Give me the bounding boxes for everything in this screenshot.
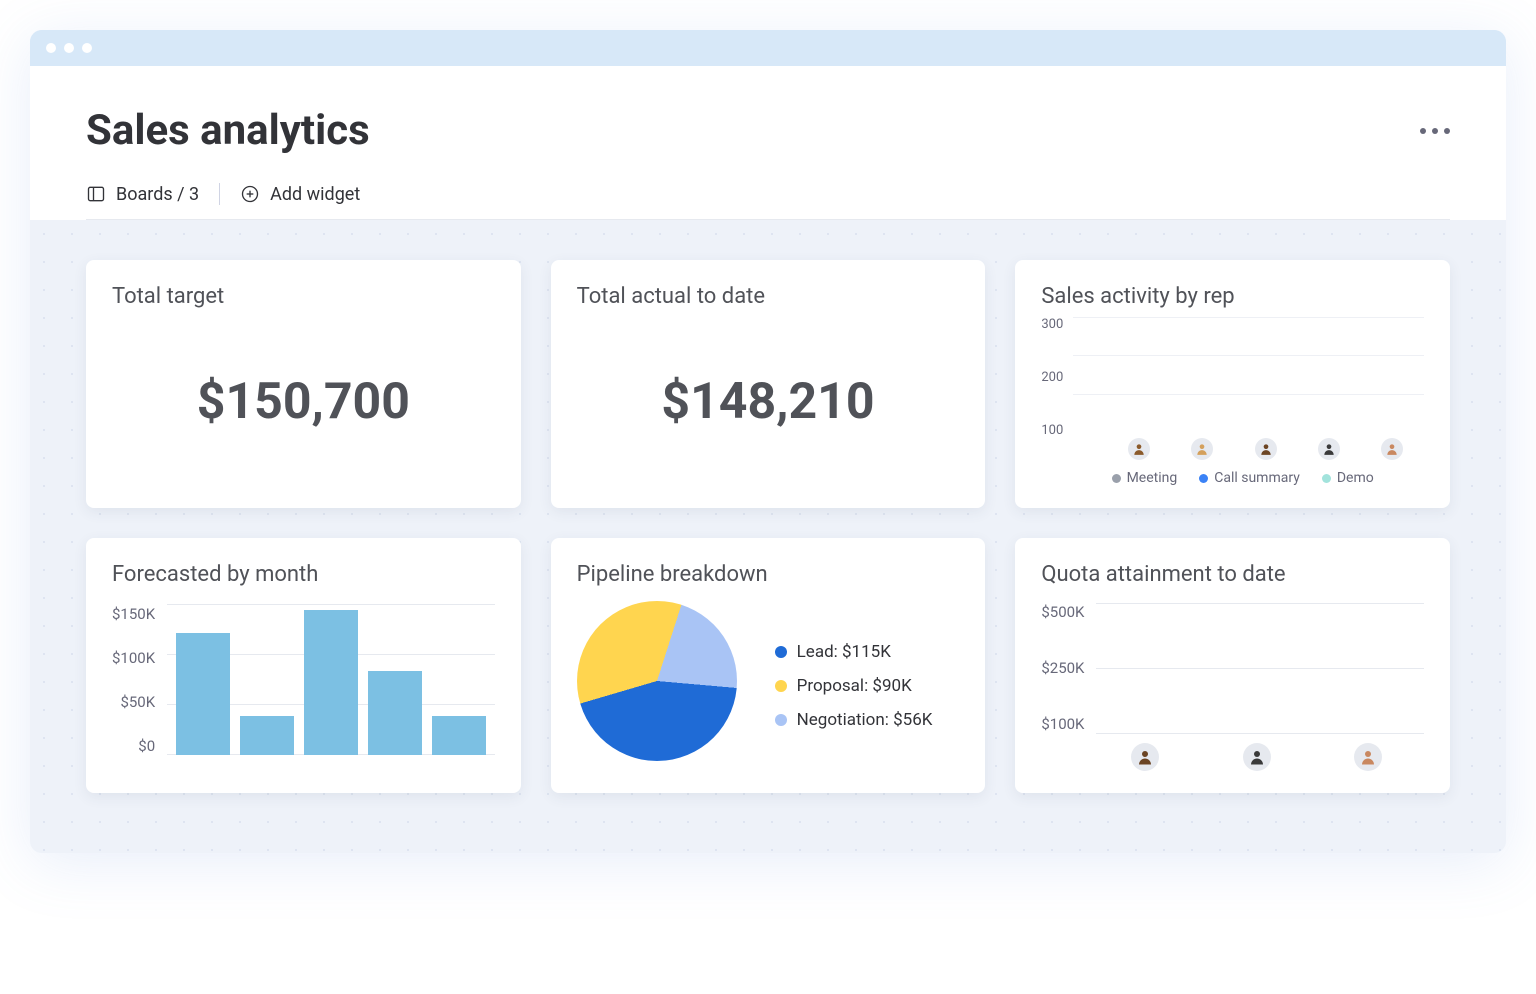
content-area: Sales analytics Boards / 3 Add widget xyxy=(30,66,1506,853)
total-actual-card[interactable]: Total actual to date $148,210 xyxy=(551,260,986,508)
bar-chart xyxy=(167,605,495,755)
stacked-bar-chart xyxy=(1073,317,1424,432)
sales-activity-card[interactable]: Sales activity by rep 300 200 100 xyxy=(1015,260,1450,508)
toolbar: Boards / 3 Add widget xyxy=(86,183,1450,220)
dashboard-canvas: Total target $150,700 Total actual to da… xyxy=(30,220,1506,853)
pipeline-card[interactable]: Pipeline breakdown Lead: $115K Proposal: … xyxy=(551,538,986,793)
pie-legend-item: Lead: $115K xyxy=(775,642,933,662)
pie-chart xyxy=(577,601,737,761)
traffic-light-dot xyxy=(82,43,92,53)
rep-avatar xyxy=(1243,743,1271,771)
y-tick: $0 xyxy=(112,737,155,755)
y-tick: $500K xyxy=(1041,603,1084,621)
widget-grid: Total target $150,700 Total actual to da… xyxy=(86,260,1450,793)
legend-item: Call summary xyxy=(1199,470,1300,486)
quota-card[interactable]: Quota attainment to date $500K $250K $10… xyxy=(1015,538,1450,793)
more-menu-button[interactable] xyxy=(1420,128,1450,134)
y-tick: $50K xyxy=(112,693,155,711)
rep-avatar xyxy=(1255,438,1277,460)
rep-avatar-row xyxy=(1041,743,1424,771)
plus-circle-icon xyxy=(240,184,260,204)
y-axis: 300 200 100 xyxy=(1041,317,1063,460)
page-header: Sales analytics Boards / 3 Add widget xyxy=(30,66,1506,220)
card-title: Sales activity by rep xyxy=(1041,284,1424,309)
y-tick: 200 xyxy=(1041,370,1063,385)
rep-avatar xyxy=(1381,438,1403,460)
forecast-bar xyxy=(240,716,294,755)
y-axis: $500K $250K $100K xyxy=(1041,603,1084,733)
boards-button[interactable]: Boards / 3 xyxy=(86,184,199,205)
chart-legend: Meeting Call summary Demo xyxy=(1041,470,1424,486)
card-title: Pipeline breakdown xyxy=(577,562,960,587)
pie-legend-item: Negotiation: $56K xyxy=(775,710,933,730)
forecast-bar xyxy=(432,716,486,755)
y-tick: $100K xyxy=(112,649,155,667)
forecast-bar xyxy=(368,671,422,755)
legend-item: Meeting xyxy=(1112,470,1178,486)
rep-avatar-row xyxy=(1073,438,1424,460)
forecast-bar xyxy=(304,610,358,755)
browser-window: Sales analytics Boards / 3 Add widget xyxy=(30,30,1506,853)
add-widget-label: Add widget xyxy=(270,184,360,205)
rep-avatar xyxy=(1128,438,1150,460)
rep-avatar xyxy=(1131,743,1159,771)
forecast-card[interactable]: Forecasted by month $150K $100K $50K $0 xyxy=(86,538,521,793)
y-tick: $150K xyxy=(112,605,155,623)
card-title: Quota attainment to date xyxy=(1041,562,1424,587)
forecast-bar xyxy=(176,633,230,755)
y-tick: $100K xyxy=(1041,715,1084,733)
rep-avatar xyxy=(1191,438,1213,460)
toolbar-separator xyxy=(219,183,220,205)
title-bar xyxy=(30,30,1506,66)
pie-legend-item: Proposal: $90K xyxy=(775,676,933,696)
card-title: Total target xyxy=(112,284,495,309)
y-tick: 300 xyxy=(1041,317,1063,332)
grouped-bar-chart xyxy=(1096,603,1424,733)
card-title: Total actual to date xyxy=(577,284,960,309)
page-title: Sales analytics xyxy=(86,106,370,155)
card-title: Forecasted by month xyxy=(112,562,495,587)
boards-label: Boards / 3 xyxy=(116,184,199,205)
rep-avatar xyxy=(1318,438,1340,460)
y-tick: $250K xyxy=(1041,659,1084,677)
traffic-light-dot xyxy=(64,43,74,53)
total-target-value: $150,700 xyxy=(112,317,495,486)
rep-avatar xyxy=(1354,743,1382,771)
add-widget-button[interactable]: Add widget xyxy=(240,184,360,205)
total-actual-value: $148,210 xyxy=(577,317,960,486)
board-icon xyxy=(86,184,106,204)
legend-item: Demo xyxy=(1322,470,1374,486)
y-tick: 100 xyxy=(1041,423,1063,438)
traffic-light-dot xyxy=(46,43,56,53)
pie-legend: Lead: $115K Proposal: $90K Negotiation: $5… xyxy=(775,642,933,730)
y-axis: $150K $100K $50K $0 xyxy=(112,605,155,755)
total-target-card[interactable]: Total target $150,700 xyxy=(86,260,521,508)
